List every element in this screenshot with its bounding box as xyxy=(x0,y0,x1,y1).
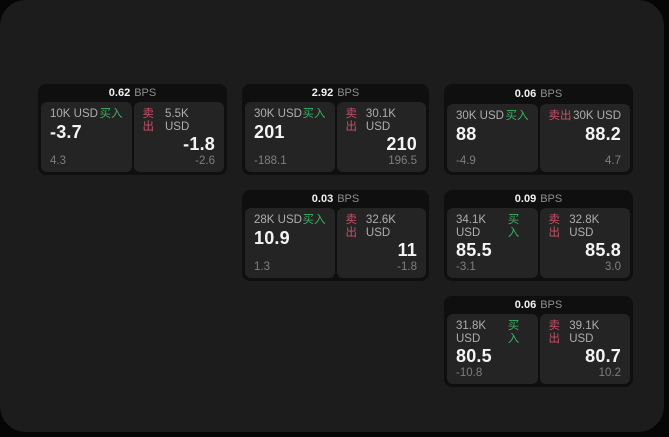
buy-price: -3.7 xyxy=(50,121,82,142)
sell-change: 10.2 xyxy=(598,367,621,379)
buy-change: -4.9 xyxy=(456,155,476,167)
bps-label: BPS xyxy=(337,192,360,205)
quote-card-3: 0.06 BPS 30K USD 买入 88 -4.9 卖出 30K USD xyxy=(444,84,633,175)
sell-change: 4.7 xyxy=(605,155,621,167)
sell-change: -1.8 xyxy=(397,261,417,273)
buy-amount: 10K USD xyxy=(50,107,98,120)
buy-change: -188.1 xyxy=(254,155,287,167)
buy-amount: 30K USD xyxy=(254,107,302,120)
sell-side-label: 卖出 xyxy=(548,213,561,239)
buy-panel[interactable]: 10K USD 买入 -3.7 4.3 xyxy=(41,101,132,172)
bps-header: 0.06 BPS xyxy=(447,84,630,104)
sell-panel[interactable]: 卖出 5.5K USD -1.8 -2.6 xyxy=(133,101,224,172)
quote-card-5: 0.09 BPS 34.1K USD 买入 85.5 -3.1 卖出 32.8K… xyxy=(444,190,633,281)
sell-price: 85.8 xyxy=(585,240,621,261)
sell-price: -1.8 xyxy=(183,134,215,155)
sell-side-label: 卖出 xyxy=(548,319,561,345)
buy-amount: 28K USD xyxy=(254,213,302,226)
sell-change: -2.6 xyxy=(195,155,215,167)
buy-change: 1.3 xyxy=(254,261,270,273)
buy-change: 4.3 xyxy=(50,155,66,167)
buy-change: -10.8 xyxy=(456,367,483,379)
bps-value: 0.06 xyxy=(514,298,537,311)
sell-side-label: 卖出 xyxy=(345,213,358,239)
sell-price: 88.2 xyxy=(585,123,621,144)
buy-price: 80.5 xyxy=(456,346,492,367)
sell-panel[interactable]: 卖出 30K USD 88.2 4.7 xyxy=(539,104,630,172)
bps-header: 0.03 BPS xyxy=(245,190,426,208)
bps-label: BPS xyxy=(540,192,563,205)
buy-side-label: 买入 xyxy=(99,107,123,120)
buy-side-label: 买入 xyxy=(302,213,326,226)
bps-label: BPS xyxy=(540,298,563,311)
quote-card-1: 0.62 BPS 10K USD 买入 -3.7 4.3 卖出 5.5K USD xyxy=(38,84,227,175)
sell-price: 80.7 xyxy=(585,346,621,367)
sell-amount: 5.5K USD xyxy=(164,107,190,133)
bps-value: 0.06 xyxy=(514,88,537,100)
sell-panel[interactable]: 卖出 39.1K USD 80.7 10.2 xyxy=(539,313,630,384)
bps-header: 0.06 BPS xyxy=(447,296,630,314)
sell-amount: 30.1K USD xyxy=(365,107,396,133)
buy-panel[interactable]: 30K USD 买入 201 -188.1 xyxy=(245,101,335,172)
quote-card-4: 0.03 BPS 28K USD 买入 10.9 1.3 卖出 32.6K US… xyxy=(242,190,429,281)
buy-side-label: 买入 xyxy=(505,110,529,122)
sell-amount: 39.1K USD xyxy=(569,319,600,345)
buy-side-label: 买入 xyxy=(507,213,520,239)
buy-price: 88 xyxy=(456,123,477,144)
sell-change: 196.5 xyxy=(388,155,417,167)
sell-panel[interactable]: 卖出 32.6K USD 11 -1.8 xyxy=(336,207,426,278)
bps-value: 0.03 xyxy=(311,192,334,205)
buy-price: 10.9 xyxy=(254,227,290,248)
bps-header: 0.62 BPS xyxy=(41,84,224,102)
bps-value: 0.62 xyxy=(108,86,131,99)
sell-panel[interactable]: 卖出 30.1K USD 210 196.5 xyxy=(336,101,426,172)
buy-amount: 31.8K USD xyxy=(456,319,487,345)
sell-side-label: 卖出 xyxy=(548,110,572,122)
sell-amount: 32.8K USD xyxy=(569,213,600,239)
buy-panel[interactable]: 34.1K USD 买入 85.5 -3.1 xyxy=(447,207,538,278)
buy-price: 201 xyxy=(254,121,285,142)
bps-label: BPS xyxy=(540,88,563,100)
sell-amount: 30K USD xyxy=(573,110,621,122)
buy-side-label: 买入 xyxy=(507,319,520,345)
buy-panel[interactable]: 31.8K USD 买入 80.5 -10.8 xyxy=(447,313,538,384)
quote-card-6: 0.06 BPS 31.8K USD 买入 80.5 -10.8 卖出 39.1… xyxy=(444,296,633,387)
bps-value: 2.92 xyxy=(311,86,334,99)
sell-side-label: 卖出 xyxy=(142,107,155,133)
buy-panel[interactable]: 28K USD 买入 10.9 1.3 xyxy=(245,207,335,278)
quotes-grid: 0.62 BPS 10K USD 买入 -3.7 4.3 卖出 5.5K USD xyxy=(38,84,633,387)
buy-amount: 30K USD xyxy=(456,110,504,122)
sell-price: 210 xyxy=(386,134,417,155)
sell-panel[interactable]: 卖出 32.8K USD 85.8 3.0 xyxy=(539,207,630,278)
bps-header: 0.09 BPS xyxy=(447,190,630,208)
buy-amount: 34.1K USD xyxy=(456,213,487,239)
bps-header: 2.92 BPS xyxy=(245,84,426,102)
buy-panel[interactable]: 30K USD 买入 88 -4.9 xyxy=(447,104,538,172)
sell-side-label: 卖出 xyxy=(345,107,358,133)
buy-change: -3.1 xyxy=(456,261,476,273)
sell-price: 11 xyxy=(397,240,417,261)
bps-value: 0.09 xyxy=(514,192,537,205)
bps-label: BPS xyxy=(337,86,360,99)
bps-label: BPS xyxy=(134,86,157,99)
buy-side-label: 买入 xyxy=(302,107,326,120)
sell-change: 3.0 xyxy=(605,261,621,273)
buy-price: 85.5 xyxy=(456,240,492,261)
quote-card-2: 2.92 BPS 30K USD 买入 201 -188.1 卖出 30.1K … xyxy=(242,84,429,175)
sell-amount: 32.6K USD xyxy=(365,213,396,239)
